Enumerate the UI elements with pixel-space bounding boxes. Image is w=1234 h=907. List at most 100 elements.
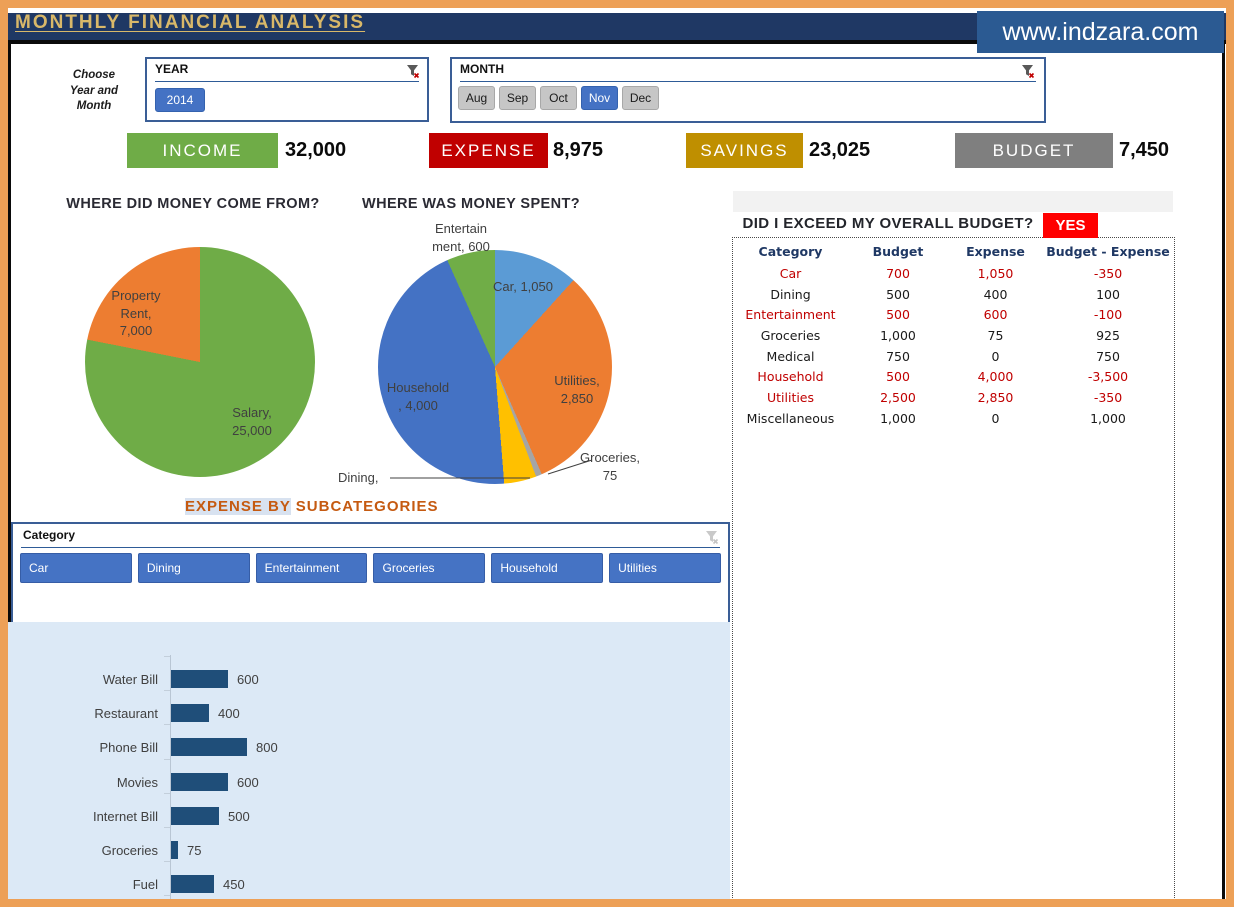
- bar-category-label: Movies: [116, 774, 158, 790]
- budget-table-cell: Utilities: [766, 390, 815, 406]
- budget-table-header: Category: [758, 244, 823, 259]
- budget-table-cell: 750: [886, 348, 910, 364]
- income-pie-title: WHERE DID MONEY COME FROM?: [66, 196, 320, 212]
- pie-label-car: Car, 1,050: [493, 279, 553, 294]
- subcategories-heading-rest: SUBCATEGORIES: [290, 498, 439, 515]
- expense-kpi-value: 8,975: [553, 139, 604, 161]
- budget-table-cell: Groceries: [760, 328, 821, 344]
- budget-table-cell: Car: [779, 266, 802, 281]
- header-divider: [8, 40, 1226, 44]
- axis-tick: [164, 656, 170, 657]
- axis-tick: [164, 895, 170, 897]
- category-button-car[interactable]: Car: [20, 553, 132, 583]
- month-slicer-caption: MONTH: [460, 62, 504, 76]
- budget-table-header: Budget: [872, 244, 924, 259]
- month-button-group: Aug Sep Oct Nov Dec: [458, 86, 659, 110]
- category-button-group: Car Dining Entertainment Groceries Household…: [20, 553, 721, 583]
- month-slicer-divider: [460, 81, 1036, 82]
- budget-table-cell: Dining: [770, 286, 811, 302]
- budget-table-cell: 500: [886, 286, 910, 302]
- website-link[interactable]: www.indzara.com: [977, 11, 1224, 53]
- budget-table-header: Budget - Expense: [1046, 244, 1170, 259]
- top-strip: [8, 8, 1226, 13]
- pie-label-household: Household , 4,000: [386, 380, 450, 413]
- category-button-utilities[interactable]: Utilities: [609, 553, 721, 583]
- category-button-household[interactable]: Household: [491, 553, 604, 583]
- bar: [171, 670, 228, 688]
- budget-table-cell: Household: [757, 369, 824, 385]
- budget-question: DID I EXCEED MY OVERALL BUDGET?: [742, 215, 1034, 232]
- print-area-dotted-border: [732, 237, 1175, 899]
- bar-value-label: 400: [218, 706, 240, 722]
- pie-label-groceries: Groceries, 75: [580, 450, 640, 483]
- budget-table-cell: 4,000: [977, 369, 1014, 385]
- budget-table-cell: 1,050: [977, 266, 1014, 281]
- budget-table-cell: 750: [1096, 348, 1120, 364]
- bar-category-label: Groceries: [101, 843, 158, 858]
- budget-table-cell: Medical: [766, 348, 815, 364]
- axis-tick: [164, 792, 170, 794]
- clear-filter-icon-disabled[interactable]: [704, 529, 720, 545]
- year-slicer-caption: YEAR: [155, 62, 189, 76]
- month-button-dec[interactable]: Dec: [622, 86, 659, 110]
- bar: [171, 806, 219, 825]
- month-button-aug[interactable]: Aug: [458, 86, 495, 110]
- budget-table-cell: -350: [1093, 266, 1123, 281]
- pie-label-salary: Salary, 25,000: [232, 405, 272, 438]
- bar-category-label: Fuel: [132, 877, 158, 893]
- budget-table-cell: -100: [1093, 307, 1123, 323]
- budget-table-cell: 1,000: [1090, 410, 1126, 426]
- budget-table-cell: 925: [1096, 328, 1120, 344]
- budget-table-cell: 0: [991, 410, 1000, 426]
- year-slicer-divider: [155, 81, 419, 82]
- bar-value-label: 800: [256, 740, 278, 756]
- budget-table: Category Budget Expense Budget - Expense Car…: [733, 240, 1173, 430]
- clear-filter-icon[interactable]: [405, 63, 421, 79]
- budget-table-cell: -3,500: [1087, 369, 1129, 385]
- axis-tick: [164, 724, 170, 726]
- subcategory-chart-panel: [8, 622, 730, 899]
- bar: [171, 875, 214, 894]
- bar: [171, 841, 178, 859]
- bar-value-label: 450: [223, 877, 245, 893]
- bar-value-label: 600: [237, 774, 259, 790]
- budget-kpi-value: 7,450: [1119, 139, 1170, 161]
- bar: [171, 772, 228, 791]
- pie-label-utilities: Utilities, 2,850: [554, 373, 600, 406]
- subcategories-heading-highlight: EXPENSE BY: [185, 498, 291, 515]
- month-slicer: MONTH Aug Sep Oct Nov Dec: [450, 57, 1046, 123]
- year-button-2014[interactable]: 2014: [155, 88, 205, 112]
- savings-kpi-value: 23,025: [809, 139, 871, 161]
- pie-label-property-rent: Property Rent, 7,000: [111, 288, 161, 338]
- bar-category-label: Water Bill: [102, 672, 158, 687]
- bar-category-label: Restaurant: [94, 706, 158, 722]
- bar-value-label: 600: [237, 672, 259, 687]
- month-button-nov[interactable]: Nov: [581, 86, 618, 110]
- clear-filter-icon[interactable]: [1020, 63, 1036, 79]
- category-button-entertainment[interactable]: Entertainment: [255, 553, 368, 583]
- subcategories-heading: EXPENSE BY SUBCATEGORIES: [185, 498, 439, 515]
- budget-table-cell: 700: [886, 266, 910, 281]
- budget-table-cell: 2,500: [880, 390, 916, 406]
- budget-table-cell: 600: [983, 307, 1008, 323]
- budget-table-cell: 500: [886, 369, 910, 385]
- budget-table-cell: 500: [886, 307, 910, 323]
- filter-hint: Choose Year and Month: [69, 69, 119, 112]
- pie-label-dining: Dining,: [338, 470, 379, 485]
- income-kpi-value: 32,000: [285, 139, 347, 161]
- sheet-area: MONTHLY FINANCIAL ANALYSIS www.indzara.c…: [8, 8, 1226, 899]
- axis-tick: [164, 827, 170, 828]
- bar: [171, 738, 247, 757]
- category-button-groceries[interactable]: Groceries: [373, 553, 486, 583]
- savings-kpi-badge: SAVINGS: [686, 133, 803, 168]
- month-button-sep[interactable]: Sep: [499, 86, 536, 110]
- month-button-oct[interactable]: Oct: [540, 86, 577, 110]
- category-button-dining[interactable]: Dining: [137, 553, 250, 583]
- budget-table-cell: 1,000: [880, 328, 916, 344]
- axis-tick: [164, 758, 170, 760]
- bar: [171, 704, 209, 723]
- budget-table-cell: Miscellaneous: [746, 410, 835, 426]
- category-slicer-caption: Category: [23, 528, 76, 542]
- budget-table-cell: 0: [991, 348, 1000, 364]
